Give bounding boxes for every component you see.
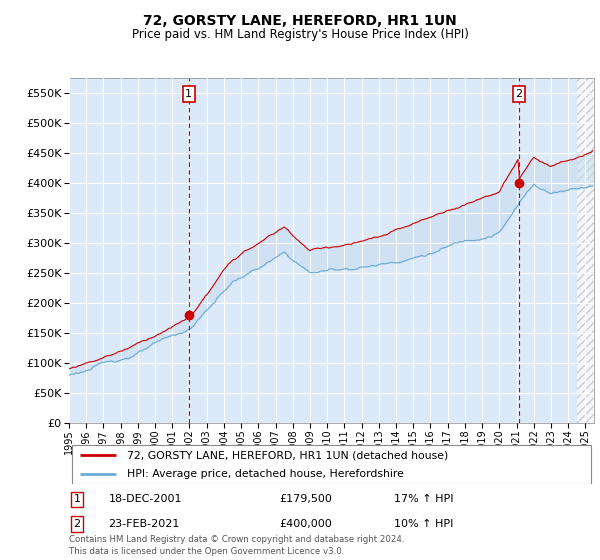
Text: Contains HM Land Registry data © Crown copyright and database right 2024.
This d: Contains HM Land Registry data © Crown c… — [69, 535, 404, 556]
Bar — [577, 78, 594, 423]
Text: 1: 1 — [73, 494, 80, 505]
Text: 2: 2 — [515, 88, 523, 99]
Text: 17% ↑ HPI: 17% ↑ HPI — [395, 494, 454, 505]
Text: 1: 1 — [185, 88, 193, 99]
FancyBboxPatch shape — [71, 445, 592, 484]
Text: £400,000: £400,000 — [279, 519, 332, 529]
Text: 72, GORSTY LANE, HEREFORD, HR1 1UN: 72, GORSTY LANE, HEREFORD, HR1 1UN — [143, 14, 457, 28]
Text: HPI: Average price, detached house, Herefordshire: HPI: Average price, detached house, Here… — [127, 469, 404, 479]
Text: 23-FEB-2021: 23-FEB-2021 — [109, 519, 180, 529]
Text: 10% ↑ HPI: 10% ↑ HPI — [395, 519, 454, 529]
Text: £179,500: £179,500 — [279, 494, 332, 505]
Text: 2: 2 — [73, 519, 80, 529]
Text: 72, GORSTY LANE, HEREFORD, HR1 1UN (detached house): 72, GORSTY LANE, HEREFORD, HR1 1UN (deta… — [127, 450, 448, 460]
Text: Price paid vs. HM Land Registry's House Price Index (HPI): Price paid vs. HM Land Registry's House … — [131, 28, 469, 41]
Text: 18-DEC-2001: 18-DEC-2001 — [109, 494, 182, 505]
